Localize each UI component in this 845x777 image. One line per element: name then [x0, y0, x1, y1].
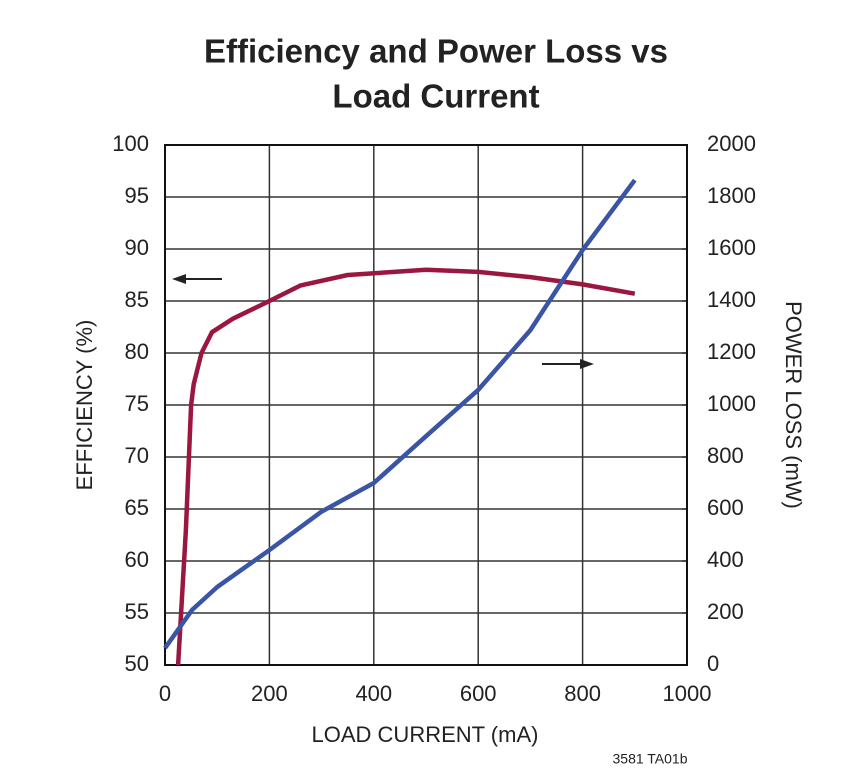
- x-axis-label: LOAD CURRENT (mA): [312, 722, 539, 747]
- y-tick-label: 65: [125, 495, 149, 520]
- y2-tick-label: 1400: [707, 287, 756, 312]
- y2-tick-label: 600: [707, 495, 744, 520]
- x-tick-label: 800: [564, 681, 601, 706]
- chart-title: Load Current: [332, 78, 539, 115]
- y2-tick-label: 400: [707, 547, 744, 572]
- y-tick-label: 100: [112, 131, 149, 156]
- series-line: [175, 267, 636, 666]
- x-tick-label: 0: [159, 681, 171, 706]
- y-tick-label: 85: [125, 287, 149, 312]
- y2-tick-label: 1000: [707, 391, 756, 416]
- x-tick-label: 200: [251, 681, 288, 706]
- arrow-head: [172, 274, 186, 284]
- y2-tick-label: 1600: [707, 235, 756, 260]
- series-line: [163, 178, 637, 650]
- y-axis-label: EFFICIENCY (%): [72, 320, 97, 491]
- arrow-head: [580, 359, 594, 369]
- annotation: 3581 TA01b: [613, 751, 688, 767]
- plot-frame: [164, 144, 688, 666]
- y2-tick-label: 0: [707, 651, 719, 676]
- y-tick-label: 80: [125, 339, 149, 364]
- x-tick-label: 1000: [663, 681, 712, 706]
- y2-tick-label: 1200: [707, 339, 756, 364]
- y-tick-label: 55: [125, 599, 149, 624]
- y-tick-label: 50: [125, 651, 149, 676]
- x-tick-label: 600: [460, 681, 497, 706]
- y-tick-label: 90: [125, 235, 149, 260]
- arrows: [172, 274, 594, 369]
- y-tick-label: 70: [125, 443, 149, 468]
- y-tick-label: 95: [125, 183, 149, 208]
- plot-area: 0 200 400 600 800 100050556065707580859095100…: [112, 131, 756, 706]
- y2-tick-label: 200: [707, 599, 744, 624]
- y2-axis-label: POWER LOSS (mW): [781, 301, 806, 509]
- y2-tick-label: 800: [707, 443, 744, 468]
- y2-tick-label: 1800: [707, 183, 756, 208]
- x-tick-label: 400: [355, 681, 392, 706]
- y-tick-label: 60: [125, 547, 149, 572]
- chart-title: Efficiency and Power Loss vs: [204, 33, 668, 70]
- y-tick-label: 75: [125, 391, 149, 416]
- y2-tick-label: 2000: [707, 131, 756, 156]
